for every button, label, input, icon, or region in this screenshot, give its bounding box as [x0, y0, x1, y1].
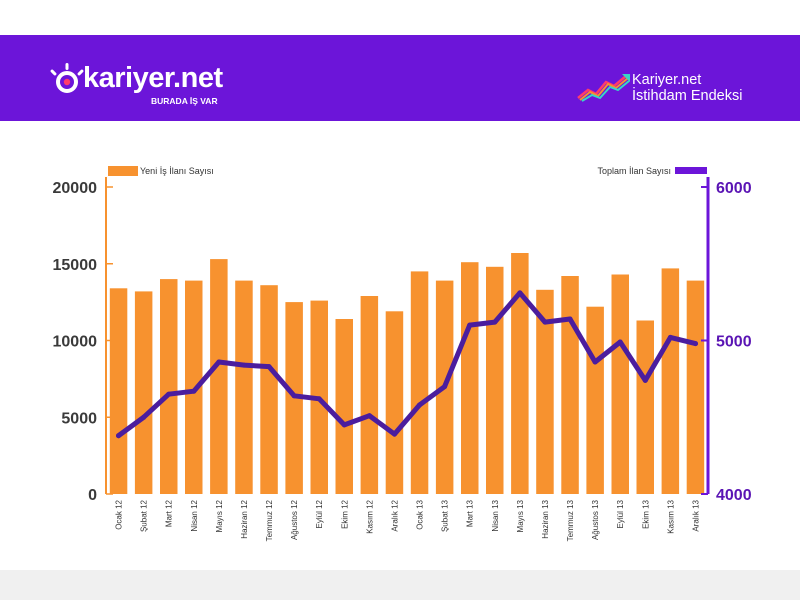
line-point-11	[366, 413, 372, 419]
x-tick-label: Aralık 13	[691, 499, 700, 531]
trend-arrow-icon	[577, 74, 630, 102]
x-tick-label: Ocak 12	[115, 499, 124, 529]
bar-24	[686, 280, 705, 494]
right-tick-label: 6000	[716, 180, 752, 197]
line-point-2	[141, 414, 147, 420]
kariyer-logo-icon	[50, 63, 84, 93]
line-point-24	[693, 341, 698, 347]
bar-3	[160, 279, 178, 494]
right-axis-ticks: 4000 5000 6000	[701, 180, 752, 504]
x-tick-label: Mayıs 13	[516, 499, 525, 532]
line-point-4	[191, 388, 197, 394]
line-point-6	[241, 362, 247, 368]
brand-name: kariyer.net	[83, 62, 223, 94]
line-point-16	[492, 319, 498, 325]
x-tick-label: Kasım 12	[365, 499, 374, 533]
index-title-line2: İstihdam Endeksi	[632, 88, 743, 104]
bar-18	[536, 289, 554, 494]
bar-2	[134, 291, 153, 494]
line-point-18	[542, 319, 548, 325]
x-tick-label: Aralık 12	[390, 499, 399, 531]
left-tick-label: 5000	[61, 410, 97, 427]
line-point-5	[216, 359, 222, 365]
bar-11	[360, 296, 379, 494]
x-tick-label: Mart 12	[165, 499, 174, 527]
line-point-12	[392, 431, 397, 437]
bar-6	[235, 280, 253, 494]
bar-5	[210, 259, 228, 494]
bars-layer	[109, 253, 705, 494]
line-point-19	[567, 316, 573, 322]
header-banner	[0, 35, 800, 121]
x-tick-label: Şubat 13	[441, 499, 450, 532]
bar-12	[385, 311, 404, 494]
bar-13	[410, 271, 429, 494]
x-tick-label: Ağustos 13	[591, 499, 600, 540]
x-tick-label: Eylül 12	[315, 499, 324, 528]
bar-10	[335, 319, 353, 494]
bar-1	[109, 288, 128, 494]
legend-swatch-total-listings	[675, 167, 707, 174]
line-point-15	[467, 322, 473, 328]
line-point-13	[417, 402, 422, 408]
x-tick-label: Nisan 13	[491, 499, 500, 531]
legend-label-total-listings: Toplam İlan Sayısı	[597, 166, 671, 176]
right-tick-label: 4000	[716, 487, 752, 504]
left-axis-ticks: 0 5000 10000 15000 20000	[53, 180, 113, 504]
bar-21	[611, 274, 629, 494]
line-point-9	[316, 396, 322, 402]
brand-tagline: BURADA İŞ VAR	[151, 96, 218, 106]
x-tick-label: Ocak 13	[416, 499, 425, 529]
total-listings-line	[116, 290, 698, 439]
line-point-21	[617, 339, 623, 345]
line-point-17	[517, 290, 523, 296]
line-point-3	[166, 391, 172, 397]
left-tick-label: 10000	[53, 334, 98, 351]
legend-label-new-jobs: Yeni İş İlanı Sayısı	[140, 166, 214, 176]
line-point-22	[642, 377, 648, 383]
x-tick-label: Eylül 13	[616, 499, 625, 528]
x-tick-label: Ekim 13	[641, 499, 650, 528]
bar-15	[461, 262, 479, 494]
bar-17	[511, 253, 529, 494]
footer-band	[0, 570, 800, 600]
x-tick-label: Ağustos 12	[290, 499, 299, 540]
x-tick-label: Ekim 12	[340, 499, 349, 528]
x-tick-label: Temmuz 12	[265, 499, 274, 541]
line-point-10	[341, 422, 347, 428]
x-tick-label: Haziran 13	[541, 499, 550, 538]
top-band	[0, 0, 800, 35]
left-tick-label: 0	[88, 487, 97, 504]
x-tick-label: Nisan 12	[190, 499, 199, 531]
index-title: Kariyer.net İstihdam Endeksi	[632, 72, 742, 104]
right-tick-label: 5000	[716, 334, 752, 351]
line-layer	[116, 290, 698, 439]
x-tick-label: Temmuz 13	[566, 499, 575, 541]
bar-20	[586, 306, 604, 494]
bar-16	[486, 266, 504, 494]
x-tick-label: Kasım 13	[666, 499, 675, 533]
left-tick-label: 20000	[53, 180, 98, 197]
x-tick-label: Haziran 12	[240, 499, 249, 538]
line-point-1	[116, 433, 121, 439]
x-tick-label: Şubat 12	[140, 499, 149, 532]
line-point-20	[592, 359, 598, 365]
bar-19	[561, 276, 579, 494]
line-point-7	[266, 364, 272, 370]
left-tick-label: 15000	[53, 257, 98, 274]
x-tick-label: Mart 13	[466, 499, 475, 527]
index-title-line1: Kariyer.net	[632, 72, 702, 88]
line-point-23	[667, 334, 673, 340]
x-axis-labels: Ocak 12 Şubat 12 Mart 12 Nisan 12 Mayıs 12 Ha…	[115, 499, 701, 541]
line-point-8	[291, 393, 297, 399]
line-point-14	[442, 384, 448, 390]
bar-22	[636, 320, 654, 494]
legend-swatch-new-jobs	[108, 166, 138, 176]
bar-4	[185, 280, 203, 494]
x-tick-label: Mayıs 12	[215, 499, 224, 532]
bar-7	[260, 285, 278, 494]
bar-23	[661, 268, 680, 494]
